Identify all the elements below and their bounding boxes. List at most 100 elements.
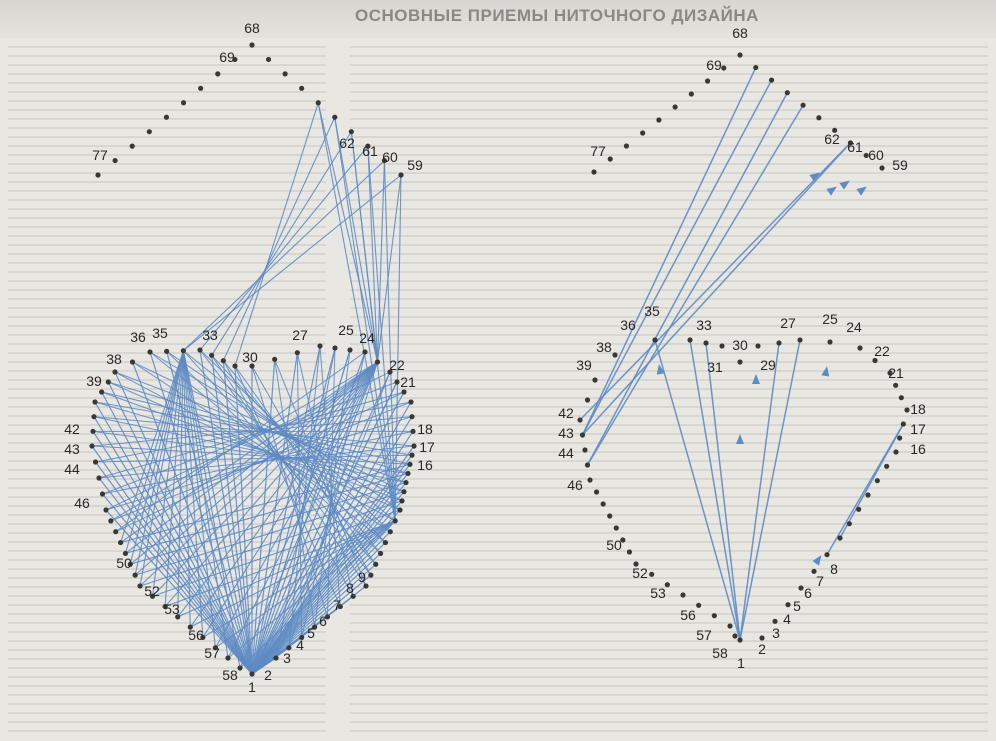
point-dot [381,157,388,164]
thread-line [296,352,354,597]
point-label: 27 [292,327,308,343]
left-thread-group [91,102,415,675]
point-dot [824,552,830,558]
point-dot [411,443,417,449]
point-dot [579,432,586,438]
point-label: 35 [644,303,660,319]
direction-arrow [839,180,850,190]
thread-line [239,520,396,669]
thread-line [251,361,379,675]
point-label: 60 [382,149,398,165]
background-text-column [350,46,640,736]
point-label: 56 [188,627,204,643]
thread-line [202,520,396,638]
thread-line [376,174,402,363]
point-dot [89,443,95,449]
point-label: 53 [164,601,180,617]
point-label: 36 [130,329,146,345]
point-label: 33 [202,327,218,343]
point-dot [607,156,613,162]
point-dot [324,614,331,620]
point-label: 1 [737,655,745,671]
point-dot [137,583,143,589]
thread-line [125,361,378,554]
point-dot [652,337,658,343]
point-dot [149,593,156,599]
thread-line [182,174,402,352]
point-dot [797,337,803,343]
point-label: 38 [106,351,122,367]
thread-line [93,416,407,484]
point-dot [600,501,606,507]
point-dot [696,602,702,608]
thread-line [139,350,184,587]
point-label: 68 [244,20,260,36]
point-label: 2 [758,641,766,657]
thread-line [129,350,184,565]
point-dot [640,130,646,136]
point-label: 77 [590,143,606,159]
point-dot [403,479,409,486]
point-dot [164,348,170,354]
thread-line [164,350,184,607]
point-label: 4 [296,637,304,653]
thread-line [211,355,367,587]
thread-line [251,359,276,675]
thread-line [214,361,378,648]
point-dot [382,539,389,546]
point-dot [672,104,678,110]
point-dot [401,489,407,495]
point-dot [249,42,255,48]
point-label: 22 [389,357,405,373]
direction-arrow [752,374,760,384]
point-label: 69 [219,49,235,65]
point-dot [721,65,727,71]
point-dot [587,477,593,483]
thread-line [234,365,377,565]
thread-line [164,520,396,608]
point-dot [613,525,619,531]
point-label: 60 [868,147,884,163]
point-label: 61 [362,143,378,159]
point-dot [368,572,374,578]
arrowhead-shape [736,434,744,444]
point-label: 30 [732,337,748,353]
thread-line [234,102,319,367]
point-label: 57 [204,645,220,661]
point-dot [612,352,618,358]
point-dot [664,582,670,588]
thread-line [689,339,741,641]
point-dot [90,428,96,434]
thread-line [317,102,396,521]
point-dot [703,340,709,346]
point-dot [105,379,111,385]
thread-line [239,361,379,669]
point-dot [129,143,135,149]
thread-line [251,391,405,675]
point-dot [265,56,272,63]
thread-line [120,350,184,543]
thread-line [288,345,321,648]
direction-arrow [856,186,867,196]
thread-line [222,360,354,597]
thread-line [190,520,396,628]
thread-line [376,160,385,363]
arrowhead-shape [821,366,830,377]
thread-line [124,350,184,554]
point-dot [776,340,782,346]
point-label: 61 [847,139,863,155]
thread-line [317,102,379,363]
thread-line [102,493,253,675]
point-label: 59 [892,157,908,173]
point-dot [311,624,318,630]
thread-line [95,454,413,463]
thread-line [296,352,303,638]
point-label: 43 [558,425,574,441]
point-label: 77 [92,147,108,163]
point-label: 17 [910,421,926,437]
thread-line [177,361,378,618]
point-dot [91,414,97,420]
point-dot [893,449,899,455]
point-dot [232,56,238,63]
